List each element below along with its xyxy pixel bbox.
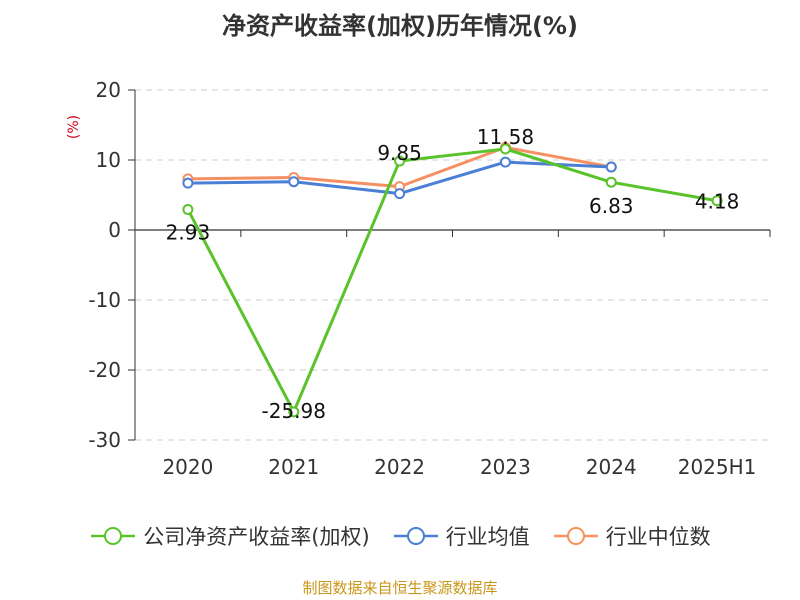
data-point [711, 195, 723, 207]
chart-title: 净资产收益率(加权)历年情况(%) [222, 12, 578, 40]
series-line [186, 147, 718, 414]
y-tick-label: 20 [96, 78, 121, 102]
legend: 公司净资产收益率(加权) 行业均值 行业中位数 [0, 521, 800, 551]
data-point [605, 176, 617, 188]
y-tick-label: -10 [88, 288, 121, 312]
data-label: 9.85 [377, 141, 422, 165]
data-point [182, 203, 194, 215]
data-point [394, 188, 406, 200]
legend-item[interactable]: 行业均值 [392, 521, 530, 551]
legend-label: 公司净资产收益率(加权) [143, 525, 370, 549]
data-point [605, 161, 617, 173]
data-label: 11.58 [477, 125, 534, 149]
x-tick-label: 2022 [374, 455, 425, 479]
x-tick-label: 2025H1 [678, 455, 757, 479]
x-tick-label: 2024 [586, 455, 637, 479]
y-axis-unit: (%) [66, 115, 82, 139]
y-tick-label: 10 [96, 148, 121, 172]
legend-line-marker-icon [393, 527, 438, 545]
y-tick-label: 0 [108, 218, 121, 242]
legend-item[interactable]: 公司净资产收益率(加权) [89, 521, 370, 551]
data-point [182, 177, 194, 189]
legend-line-marker-icon [553, 527, 598, 545]
data-point [394, 155, 406, 167]
data-label: 4.18 [695, 190, 740, 214]
legend-item[interactable]: 行业中位数 [552, 521, 711, 551]
x-tick-label: 2023 [480, 455, 531, 479]
data-point [288, 406, 300, 418]
data-label: 6.83 [589, 194, 634, 218]
source-note: 制图数据来自恒生聚源数据库 [302, 579, 498, 597]
y-tick-label: -20 [88, 358, 121, 382]
data-point [288, 176, 300, 188]
y-tick-label: -30 [88, 428, 121, 452]
data-point [499, 156, 511, 168]
legend-label: 行业中位数 [605, 525, 711, 549]
legend-label: 行业均值 [445, 525, 530, 549]
data-label: 2.93 [166, 220, 211, 244]
x-tick-label: 2020 [162, 455, 213, 479]
x-tick-label: 2021 [268, 455, 319, 479]
legend-line-marker-icon [91, 527, 136, 545]
data-label: -25.98 [262, 399, 326, 423]
data-point [499, 143, 511, 155]
